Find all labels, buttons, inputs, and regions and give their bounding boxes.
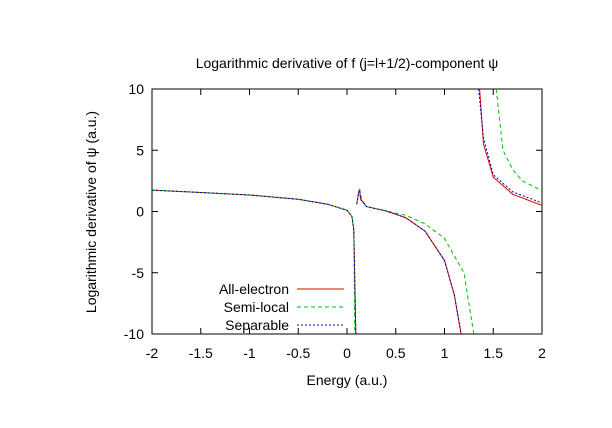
legend: All-electron Semi-local Separable <box>219 281 344 333</box>
x-tick-label: -2 <box>146 345 159 361</box>
axis-ticks <box>151 88 543 335</box>
series-line-all-electron <box>356 189 462 334</box>
series-line-separable <box>478 89 542 204</box>
series-line-semi-local <box>495 89 542 192</box>
y-tick-label: -10 <box>124 326 144 342</box>
x-tick-label: 1.5 <box>484 345 504 361</box>
y-tick-label: 10 <box>128 81 144 97</box>
x-axis-title: Energy (a.u.) <box>307 372 388 388</box>
tick-labels: -2 -1.5 -1 -0.5 0 0.5 1 1.5 2 -10 -5 0 5 10 <box>124 81 546 361</box>
x-tick-label: 0 <box>343 345 351 361</box>
chart-title: Logarithmic derivative of f (j=l+1/2)-co… <box>196 55 499 71</box>
x-tick-label: -1.5 <box>189 345 213 361</box>
series-line-all-electron <box>479 89 542 206</box>
series-line-separable <box>356 188 462 334</box>
y-tick-label: 0 <box>136 204 144 220</box>
y-axis-title: Logarithmic derivative of ψ (a.u.) <box>83 111 99 313</box>
series-line-separable <box>152 189 357 334</box>
series-line-semi-local <box>356 188 475 334</box>
x-tick-label: 1 <box>441 345 449 361</box>
x-tick-label: 0.5 <box>386 345 406 361</box>
legend-label: All-electron <box>219 281 289 297</box>
x-tick-label: -0.5 <box>286 345 310 361</box>
legend-label: Semi-local <box>224 299 289 315</box>
legend-label: Separable <box>225 317 289 333</box>
y-tick-label: -5 <box>132 265 145 281</box>
y-tick-label: 5 <box>136 142 144 158</box>
plot-area-frame <box>151 88 543 335</box>
x-tick-label: -1 <box>243 345 256 361</box>
x-tick-label: 2 <box>538 345 546 361</box>
series-lines <box>152 89 542 334</box>
